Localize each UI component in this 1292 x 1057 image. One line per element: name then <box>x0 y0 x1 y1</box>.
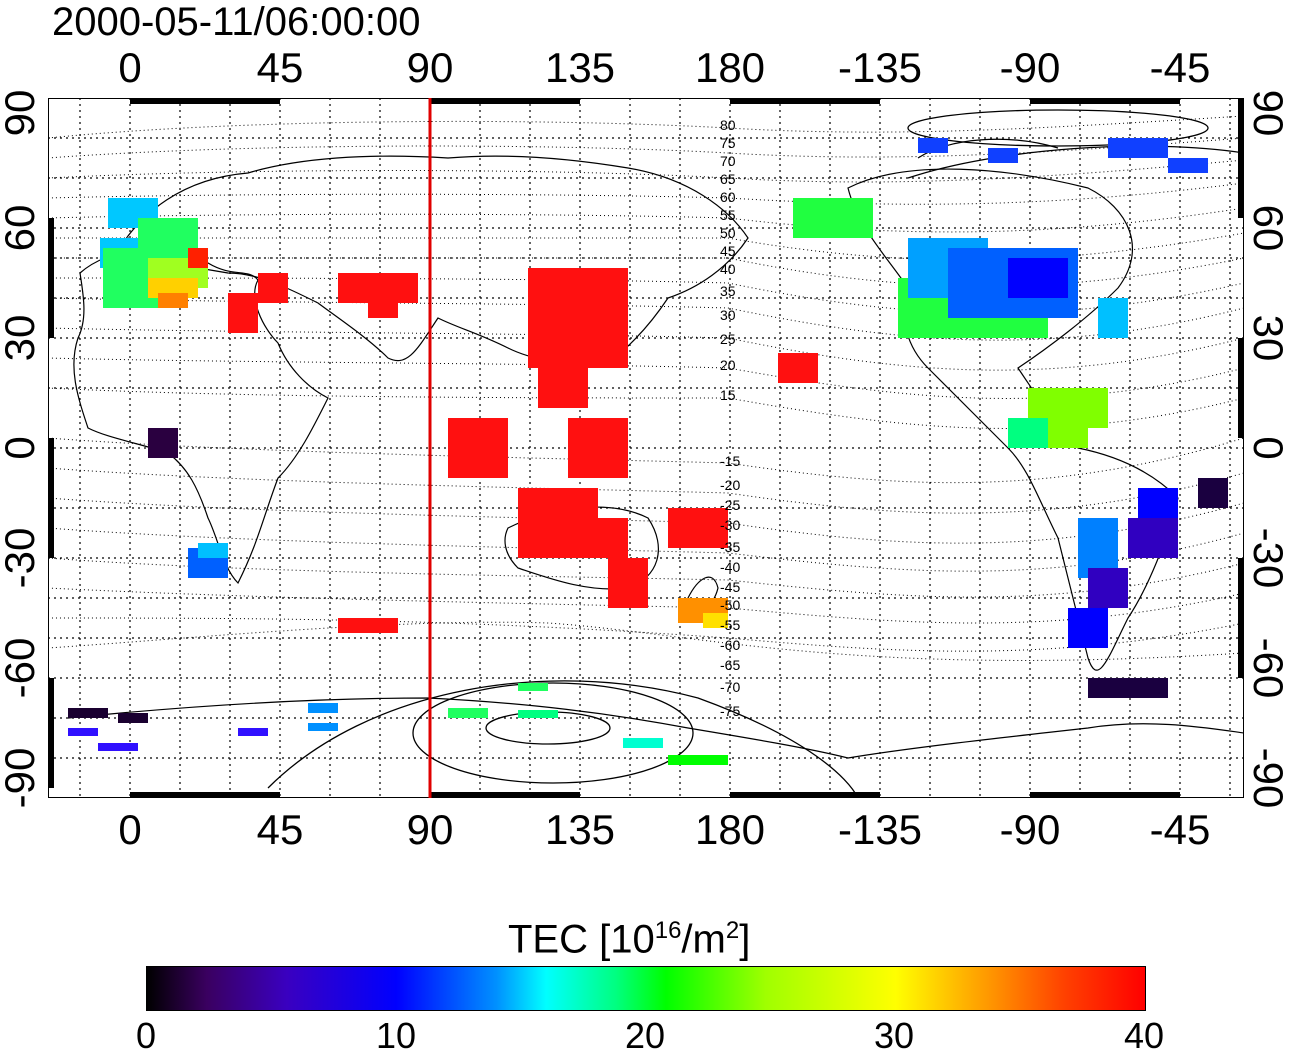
map-timestamp: 2000-05-11/06:00:00 <box>52 0 421 44</box>
svg-text:-45: -45 <box>720 579 740 595</box>
lon-tick-top: -45 <box>1149 44 1211 91</box>
lat-tick-right: -90 <box>1245 747 1292 809</box>
lat-tick-right: -60 <box>1245 637 1292 699</box>
tec-data-points <box>68 138 1228 765</box>
svg-text:-20: -20 <box>720 477 740 493</box>
lon-tick-bottom: 135 <box>544 806 616 853</box>
contour-labels: 80 75 70 65 60 55 50 45 40 35 30 25 20 15 -15 -20 -2… <box>720 117 740 719</box>
lon-tick-top: -90 <box>999 44 1061 91</box>
svg-text:-65: -65 <box>720 657 740 673</box>
colorbar <box>146 966 1146 1011</box>
frame-ticks <box>48 98 1244 798</box>
lon-tick-top: 135 <box>544 44 616 91</box>
lon-tick-top: -135 <box>837 44 923 91</box>
colorbar-title-sup2: 2 <box>725 917 740 944</box>
lon-tick-bottom: 180 <box>694 806 766 853</box>
svg-text:25: 25 <box>720 331 736 347</box>
svg-text:70: 70 <box>720 153 736 169</box>
colorbar-title-text: TEC [10 <box>508 917 655 962</box>
svg-text:75: 75 <box>720 135 736 151</box>
svg-text:65: 65 <box>720 171 736 187</box>
colorbar-tick: 30 <box>873 1015 915 1056</box>
svg-text:60: 60 <box>720 189 736 205</box>
svg-text:-35: -35 <box>720 539 740 555</box>
lon-tick-bottom: -135 <box>837 806 923 853</box>
svg-text:-60: -60 <box>720 637 740 653</box>
svg-text:-40: -40 <box>720 559 740 575</box>
lat-tick-left: -90 <box>0 747 43 809</box>
lon-tick-bottom: -45 <box>1149 806 1211 853</box>
magnetic-pole-contours <box>267 109 1244 798</box>
lat-tick-right: 0 <box>1245 436 1292 460</box>
svg-text:-75: -75 <box>720 703 740 719</box>
lat-tick-right: 90 <box>1245 89 1292 137</box>
colorbar-title: TEC [1016/m2] <box>508 907 750 963</box>
lon-tick-top: 90 <box>406 44 454 91</box>
colorbar-tick: 20 <box>624 1015 666 1056</box>
colorbar-tick: 10 <box>375 1015 417 1056</box>
lat-tick-right: 60 <box>1245 204 1292 252</box>
svg-text:55: 55 <box>720 207 736 223</box>
svg-text:-50: -50 <box>720 597 740 613</box>
svg-text:45: 45 <box>720 243 736 259</box>
coastlines <box>67 138 1244 759</box>
svg-text:-70: -70 <box>720 679 740 695</box>
svg-text:-55: -55 <box>720 617 740 633</box>
svg-text:20: 20 <box>720 357 736 373</box>
colorbar-tick: 0 <box>135 1015 157 1056</box>
svg-text:50: 50 <box>720 225 736 241</box>
tec-map: 80 75 70 65 60 55 50 45 40 35 30 25 20 15 -15 -20 -2… <box>48 98 1244 798</box>
lon-tick-bottom: 45 <box>256 806 304 853</box>
lat-tick-right: -30 <box>1245 527 1292 589</box>
colorbar-tick: 40 <box>1123 1015 1165 1056</box>
lat-tick-left: 90 <box>0 89 43 137</box>
svg-text:80: 80 <box>720 117 736 133</box>
magnetic-contours <box>48 115 1244 661</box>
svg-text:-25: -25 <box>720 497 740 513</box>
lat-tick-left: 30 <box>0 314 43 362</box>
svg-text:30: 30 <box>720 307 736 323</box>
lat-tick-left: -30 <box>0 527 43 589</box>
lon-tick-top: 45 <box>256 44 304 91</box>
lon-tick-top: 180 <box>694 44 766 91</box>
lat-tick-left: -60 <box>0 637 43 699</box>
svg-text:-15: -15 <box>720 453 740 469</box>
lon-tick-bottom: 0 <box>118 806 142 853</box>
colorbar-title-unit: /m <box>681 917 726 962</box>
lat-tick-left: 0 <box>0 436 43 460</box>
colorbar-title-close: ] <box>739 917 751 962</box>
lon-tick-bottom: 90 <box>406 806 454 853</box>
lat-tick-left: 60 <box>0 204 43 252</box>
svg-text:40: 40 <box>720 261 736 277</box>
colorbar-title-sup: 16 <box>654 917 682 944</box>
svg-text:35: 35 <box>720 283 736 299</box>
lat-tick-right: 30 <box>1245 314 1292 362</box>
svg-text:-30: -30 <box>720 517 740 533</box>
svg-text:15: 15 <box>720 387 736 403</box>
lon-tick-top: 0 <box>118 44 142 91</box>
lon-tick-bottom: -90 <box>999 806 1061 853</box>
